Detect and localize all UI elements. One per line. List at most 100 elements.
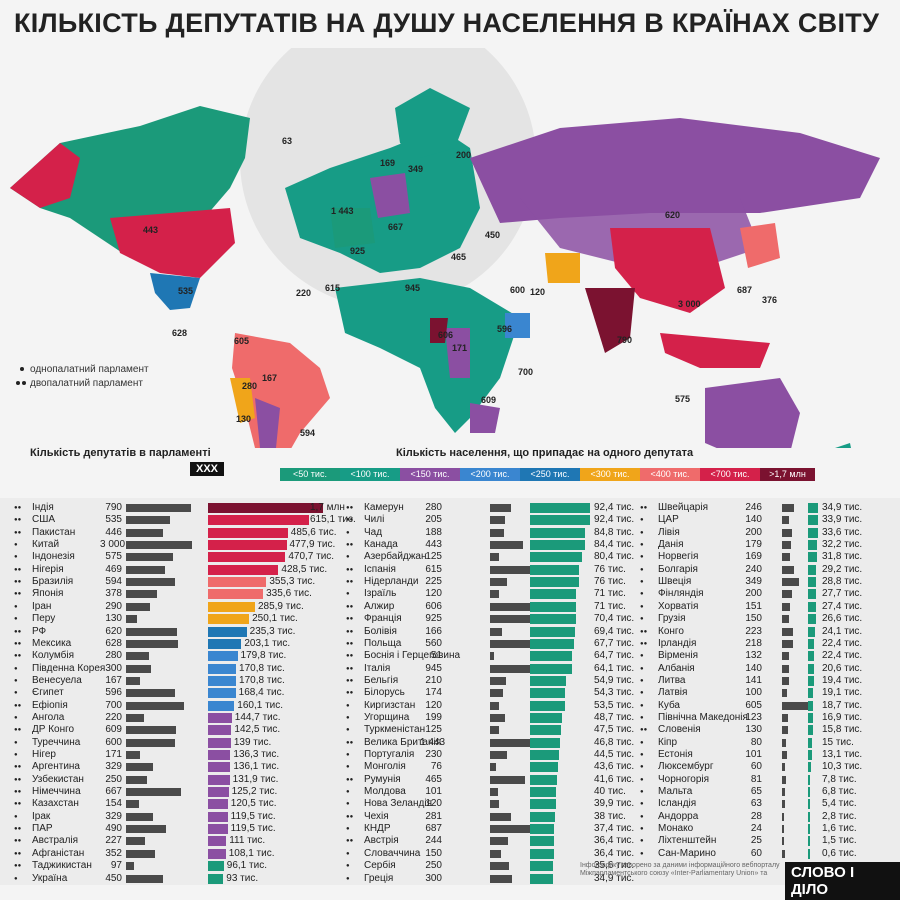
map-label: 169 bbox=[380, 158, 395, 168]
deputies-bar bbox=[490, 775, 525, 784]
deputies-count: 628 bbox=[105, 637, 122, 649]
bicameral-icon: ●● bbox=[14, 566, 22, 573]
deputies-bar bbox=[490, 639, 532, 648]
table-row: ● Кіпр 80 15 тис. bbox=[640, 737, 900, 749]
footer-note: Інфографіку створено за даними інформаці… bbox=[580, 862, 780, 877]
country-name: Люксембург bbox=[658, 761, 714, 773]
country-name: Аргентина bbox=[32, 761, 80, 773]
map-label: 130 bbox=[236, 414, 251, 424]
deputies-count: 667 bbox=[105, 786, 122, 798]
page-title: КІЛЬКІСТЬ ДЕПУТАТІВ НА ДУШУ НАСЕЛЕННЯ В … bbox=[14, 8, 880, 38]
table-row: ● Монако 24 1,6 тис. bbox=[640, 823, 900, 835]
table-row: ● Північна Македонія 123 16,9 тис. bbox=[640, 712, 900, 724]
population-bar bbox=[530, 688, 566, 699]
deputies-count: 101 bbox=[745, 749, 762, 760]
table-row: ●● Чилі 205 92,4 тис. bbox=[346, 514, 636, 526]
population-bar bbox=[208, 503, 323, 513]
map-label: 171 bbox=[452, 343, 467, 353]
population-bar bbox=[208, 589, 264, 600]
table-row: ●● Пакистан 446 485,6 тис. bbox=[14, 527, 337, 539]
table-row: ● Киргизстан 120 53,5 тис. bbox=[346, 700, 636, 712]
country-name: Нова Зеландія bbox=[364, 798, 432, 810]
population-per-deputy: 1,5 тис. bbox=[822, 835, 857, 847]
population-bar bbox=[208, 577, 267, 588]
population-per-deputy: 136,1 тис. bbox=[233, 761, 280, 773]
unicameral-icon: ● bbox=[346, 826, 350, 833]
deputies-bar bbox=[126, 516, 171, 525]
population-per-deputy: 34,9 тис. bbox=[822, 502, 863, 513]
deputies-count: 130 bbox=[105, 613, 122, 625]
deputies-bar bbox=[126, 763, 154, 772]
population-per-deputy: 43,6 тис. bbox=[594, 761, 635, 773]
unicameral-icon: ● bbox=[640, 603, 644, 610]
population-bar bbox=[530, 836, 554, 847]
deputies-count: 63 bbox=[750, 798, 762, 810]
deputies-count: 535 bbox=[105, 514, 122, 526]
population-bar bbox=[530, 503, 590, 513]
country-name: Румунія bbox=[364, 773, 401, 785]
country-name: Чехія bbox=[364, 810, 389, 822]
population-bar bbox=[530, 675, 566, 686]
country-name: Таджикистан bbox=[32, 860, 92, 872]
deputies-count: 240 bbox=[745, 563, 762, 575]
population-per-deputy: 92,4 тис. bbox=[594, 514, 635, 526]
deputies-bar bbox=[490, 825, 542, 834]
bicameral-icon: ●● bbox=[14, 863, 22, 870]
deputies-count: 28 bbox=[750, 810, 762, 822]
map-label: 1 443 bbox=[331, 206, 354, 216]
population-bar bbox=[808, 564, 817, 575]
population-bar bbox=[208, 527, 288, 538]
population-bar bbox=[530, 515, 590, 526]
table-row: ● Монголія 76 43,6 тис. bbox=[346, 761, 636, 773]
table-row: ●● Ефіопія 700 160,1 тис. bbox=[14, 700, 304, 712]
table-row: ●● Аргентина 329 136,1 тис. bbox=[14, 761, 304, 773]
deputies-bar bbox=[490, 590, 499, 599]
deputies-count: 575 bbox=[105, 551, 122, 563]
scale-item: <300 тис. bbox=[580, 468, 640, 481]
deputies-count: 125 bbox=[425, 724, 442, 736]
deputies-count: 60 bbox=[750, 847, 762, 859]
bicameral-icon: ●● bbox=[14, 776, 22, 783]
bicameral-icon: ●● bbox=[346, 505, 354, 511]
table-row: ● Андорра 28 2,8 тис. bbox=[640, 811, 900, 823]
population-bar bbox=[208, 540, 287, 551]
table-row: ● Ліхтенштейн 25 1,5 тис. bbox=[640, 835, 900, 847]
deputies-bar bbox=[126, 825, 167, 834]
unicameral-icon: ● bbox=[640, 776, 644, 783]
population-bar bbox=[808, 774, 811, 785]
deputies-bar bbox=[126, 849, 155, 858]
country-name: Словаччина bbox=[364, 847, 421, 859]
population-per-deputy: 111 тис. bbox=[229, 835, 266, 847]
table-row: ● Фінляндія 200 27,7 тис. bbox=[640, 588, 900, 600]
deputies-bar bbox=[490, 701, 499, 710]
deputies-count: 281 bbox=[425, 810, 442, 822]
country-name: Японія bbox=[32, 588, 64, 600]
table-row: ●● Швейцарія 246 34,9 тис. bbox=[640, 502, 900, 514]
population-per-deputy: 131,9 тис. bbox=[232, 773, 279, 785]
population-bar bbox=[530, 651, 572, 662]
country-name: Польща bbox=[364, 637, 402, 649]
population-per-deputy: 44,5 тис. bbox=[594, 749, 635, 760]
deputies-count: 600 bbox=[105, 736, 122, 748]
population-per-deputy: 168,4 тис. bbox=[238, 687, 285, 699]
population-per-deputy: 84,8 тис. bbox=[594, 526, 635, 538]
bicameral-icon: ●● bbox=[640, 628, 648, 635]
deputies-bar bbox=[126, 726, 177, 735]
map-label: 535 bbox=[178, 286, 193, 296]
deputies-bar bbox=[126, 837, 145, 846]
map-label: 700 bbox=[518, 367, 533, 377]
table-row: ●● ПАР 490 119,5 тис. bbox=[14, 823, 304, 835]
map-label: 200 bbox=[456, 150, 471, 160]
population-per-deputy: 10,3 тис. bbox=[822, 761, 863, 773]
table-row: ●● Болівія 166 69,4 тис. bbox=[346, 626, 636, 638]
deputies-bar bbox=[782, 565, 794, 574]
country-name: Фінляндія bbox=[658, 588, 704, 600]
population-per-deputy: 1,6 тис. bbox=[822, 823, 857, 835]
population-per-deputy: 120,5 тис. bbox=[230, 798, 277, 810]
deputies-bar bbox=[490, 874, 513, 883]
population-per-deputy: 470,7 тис. bbox=[288, 551, 335, 563]
country-name: Андорра bbox=[658, 810, 699, 822]
table-row: ● Естонія 101 13,1 тис. bbox=[640, 749, 900, 761]
deputies-count: 123 bbox=[745, 711, 762, 723]
table-row: ●● Боснія і Герцеговина 51 64,7 тис. bbox=[346, 650, 636, 662]
